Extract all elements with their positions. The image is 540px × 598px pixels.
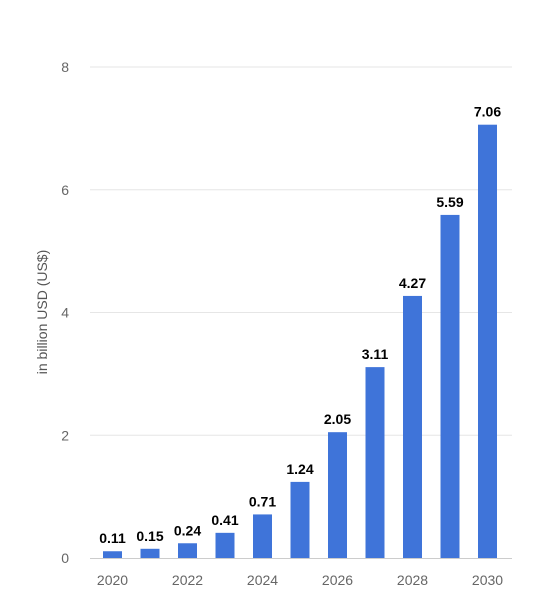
- data-label-2030: 7.06: [474, 104, 501, 120]
- x-axis-ticks: 2020 2022 2024 2026 2028 2030: [97, 572, 503, 588]
- bar-2023: [215, 532, 235, 558]
- bar-2028: [403, 295, 422, 558]
- bar-2025: [290, 481, 310, 558]
- data-labels: 0.11 0.15 0.24 0.41 0.71 1.24 2.05 3.11 4.27 5.59…: [99, 104, 501, 547]
- y-axis-ticks: 0 2 4 6 8: [61, 59, 69, 566]
- y-tick-label: 6: [61, 182, 69, 198]
- x-tick-label: 2020: [97, 572, 128, 588]
- x-tick-label: 2030: [472, 572, 503, 588]
- x-tick-label: 2024: [247, 572, 278, 588]
- y-tick-label: 8: [61, 59, 69, 75]
- data-label-2021: 0.15: [136, 528, 163, 544]
- x-tick-label: 2022: [172, 572, 203, 588]
- bar-2021: [140, 548, 160, 558]
- bar-2026: [328, 432, 347, 558]
- data-label-2029: 5.59: [436, 194, 463, 210]
- bars: [103, 124, 497, 558]
- data-label-2023: 0.41: [211, 512, 238, 528]
- data-label-2022: 0.24: [174, 522, 201, 538]
- bar-2030: [478, 124, 497, 558]
- bar-2024: [253, 514, 272, 558]
- y-tick-label: 0: [61, 550, 69, 566]
- x-tick-label: 2026: [322, 572, 353, 588]
- y-tick-label: 4: [61, 305, 69, 321]
- data-label-2025: 1.24: [286, 461, 313, 477]
- y-tick-label: 2: [61, 427, 69, 443]
- bar-2027: [365, 367, 385, 558]
- bar-2020: [103, 551, 122, 558]
- data-label-2028: 4.27: [399, 275, 426, 291]
- x-tick-label: 2028: [397, 572, 428, 588]
- bar-2022: [178, 543, 197, 558]
- data-label-2024: 0.71: [249, 493, 276, 509]
- data-label-2026: 2.05: [324, 411, 351, 427]
- y-axis-title: in billion USD (US$): [34, 250, 50, 374]
- bar-2029: [440, 214, 460, 558]
- data-label-2027: 3.11: [362, 346, 389, 362]
- data-label-2020: 0.11: [99, 530, 126, 546]
